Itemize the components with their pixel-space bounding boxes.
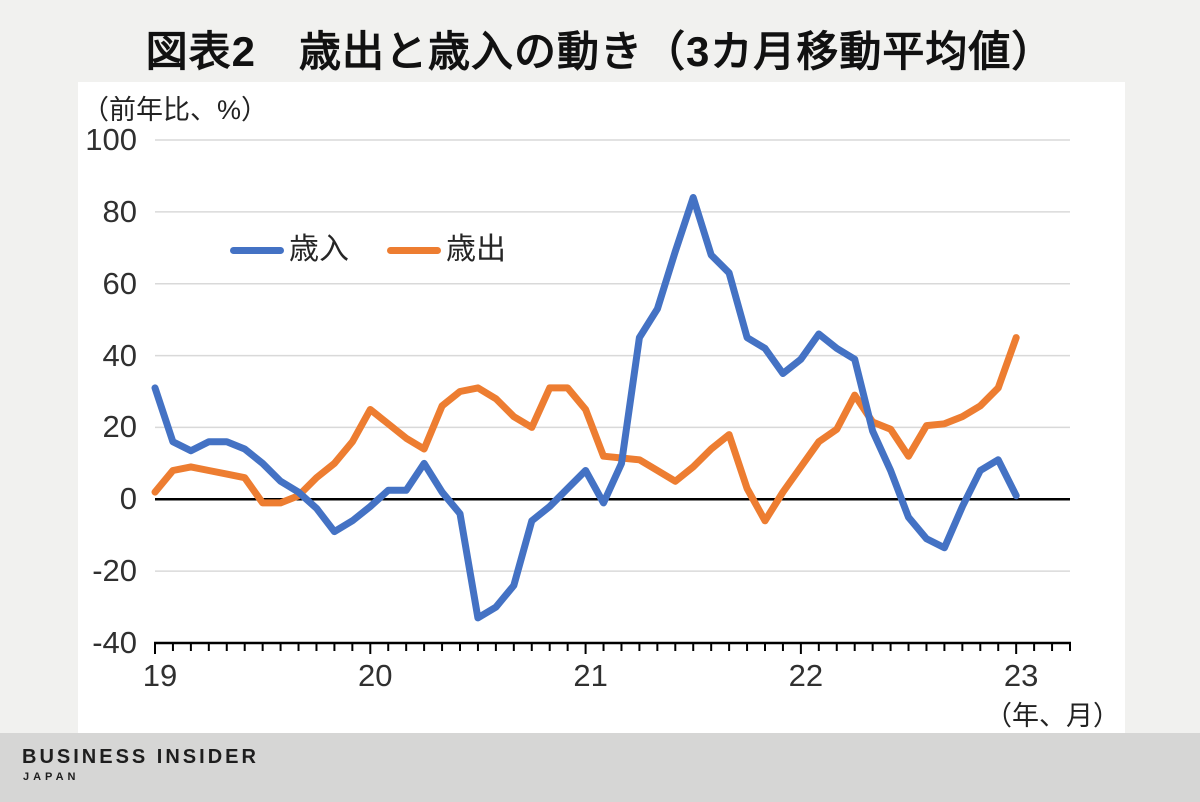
legend-label-revenue: 歳入 [289,233,349,266]
x-tick-label: 20 [358,658,393,693]
x-tick-label: 21 [573,658,608,693]
legend-item-revenue: 歳入 [230,232,349,268]
y-tick-label: -20 [92,553,137,589]
y-tick-label: 60 [102,265,137,301]
chart-title: 図表2 歳出と歳入の動き（3カ月移動平均値） [145,28,1055,75]
y-tick-label: 20 [102,409,137,445]
business-insider-japan-label: JAPAN [23,771,80,783]
chart-card [78,82,1125,733]
x-tick-label: 23 [1003,658,1039,693]
x-axis-unit-label: （年、月） [985,701,1120,731]
business-insider-logo: BUSINESS INSIDER [22,746,259,768]
footer-bar: BUSINESS INSIDER JAPAN [0,733,1200,802]
revenue-line-swatch [230,246,284,254]
x-tick-label: 22 [788,658,824,693]
y-tick-label: 40 [102,337,137,373]
legend-item-spending: 歳出 [387,232,506,268]
legend: 歳入 歳出 [230,232,506,268]
y-axis-unit-label: （前年比、%） [82,95,269,125]
y-tick-label: 100 [85,122,137,157]
legend-label-spending: 歳出 [446,233,506,266]
y-tick-label: -40 [92,625,137,660]
y-tick-label: 0 [119,481,137,517]
spending-line-swatch [387,246,441,254]
x-tick-label: 19 [142,658,178,693]
y-tick-label: 80 [102,193,137,229]
